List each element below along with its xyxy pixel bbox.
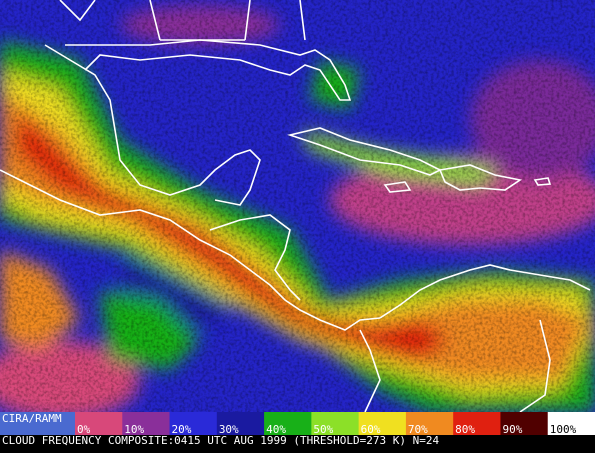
source-label: CIRA/RAMM: [2, 412, 62, 425]
legend-label: 0%: [77, 423, 91, 436]
legend-swatch: [547, 412, 595, 435]
caption: CLOUD FREQUENCY COMPOSITE:0415 UTC AUG 1…: [2, 434, 439, 447]
legend-label: 10%: [124, 423, 144, 436]
legend-label: 20%: [172, 423, 192, 436]
legend-label: 70%: [408, 423, 428, 436]
legend-swatch: [405, 412, 454, 435]
cloud-field: [0, 0, 595, 412]
legend-swatch: [311, 412, 360, 435]
legend-swatch: [358, 412, 407, 435]
legend: CIRA/RAMM 0% 10% 20% 30% 40% 50% 60% 70% 80% 90% 10…: [0, 412, 595, 436]
legend-label: 30%: [219, 423, 239, 436]
legend-swatch: [75, 412, 123, 435]
legend-label: 100%: [550, 423, 577, 436]
coastlines: [0, 0, 591, 413]
legend-label: 40%: [266, 423, 286, 436]
legend-swatch: [216, 412, 265, 435]
legend-swatch: [264, 412, 312, 435]
legend-label: 90%: [502, 423, 522, 436]
legend-label: 80%: [455, 423, 475, 436]
source-box: [0, 412, 75, 435]
legend-swatch: [453, 412, 501, 435]
legend-swatch: [500, 412, 549, 435]
legend-swatch: [122, 412, 171, 435]
legend-swatch: [169, 412, 218, 435]
legend-label: 60%: [361, 423, 381, 436]
legend-label: 50%: [313, 423, 333, 436]
